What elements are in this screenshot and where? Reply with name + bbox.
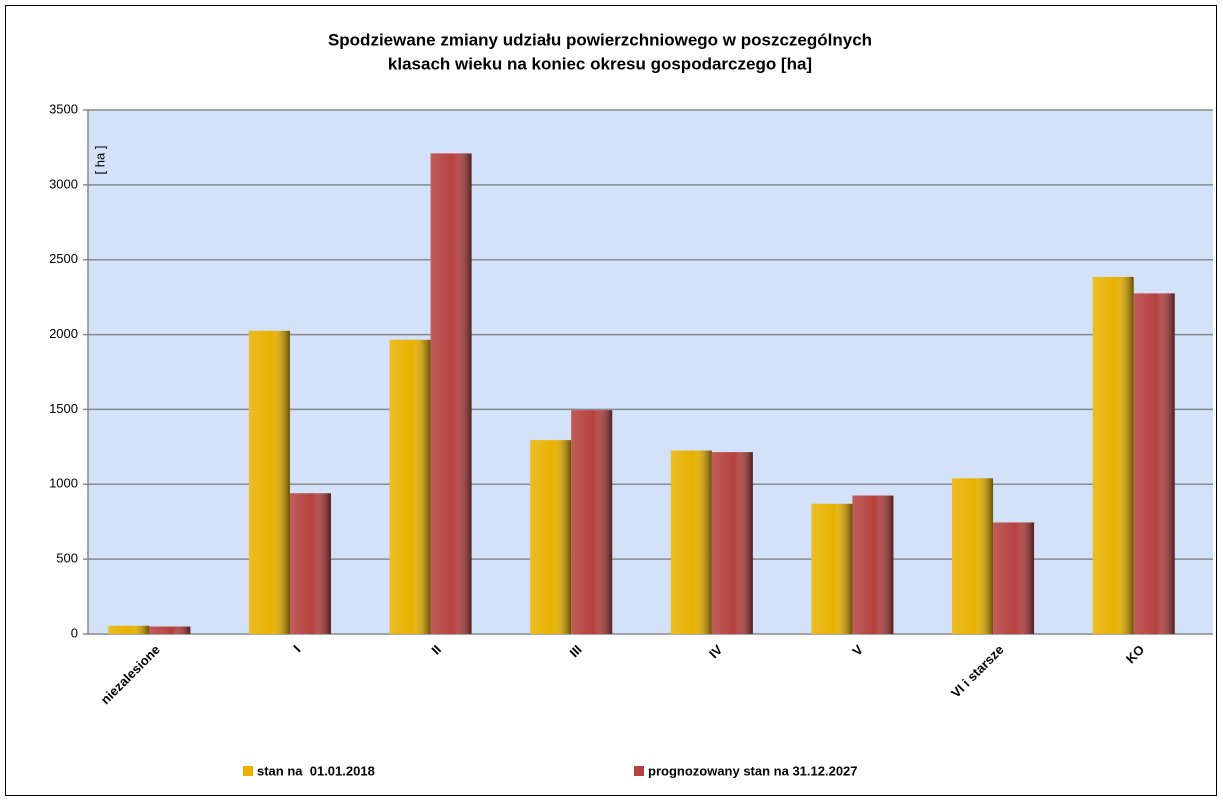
bar — [389, 339, 431, 634]
bar — [711, 452, 753, 634]
bar — [530, 440, 572, 634]
bar — [993, 522, 1035, 634]
y-tick-label: 3500 — [49, 101, 78, 116]
chart-title: Spodziewane zmiany udziału powierzchniow… — [328, 30, 872, 49]
bar — [852, 495, 894, 634]
y-tick-label: 2500 — [49, 251, 78, 266]
chart-title: klasach wieku na koniec okresu gospodarc… — [388, 54, 812, 73]
bar — [952, 478, 994, 634]
bar — [430, 153, 472, 634]
y-tick-label: 3000 — [49, 176, 78, 191]
bar — [248, 330, 290, 634]
bar — [571, 410, 613, 634]
y-axis-label: [ ha ] — [92, 146, 107, 175]
bar — [670, 450, 712, 634]
y-tick-label: 0 — [71, 625, 78, 640]
y-tick-label: 1500 — [49, 401, 78, 416]
legend-swatch — [243, 766, 253, 776]
legend-label: prognozowany stan na 31.12.2027 — [648, 763, 858, 778]
bar — [289, 493, 331, 634]
bar — [149, 626, 191, 634]
bar — [811, 503, 853, 634]
y-tick-label: 500 — [56, 551, 78, 566]
y-tick-label: 1000 — [49, 476, 78, 491]
bar — [108, 625, 150, 634]
bar — [1133, 293, 1175, 634]
legend-swatch — [634, 766, 644, 776]
bar — [1092, 276, 1134, 634]
y-tick-label: 2000 — [49, 326, 78, 341]
legend-label: stan na 01.01.2018 — [257, 763, 375, 778]
